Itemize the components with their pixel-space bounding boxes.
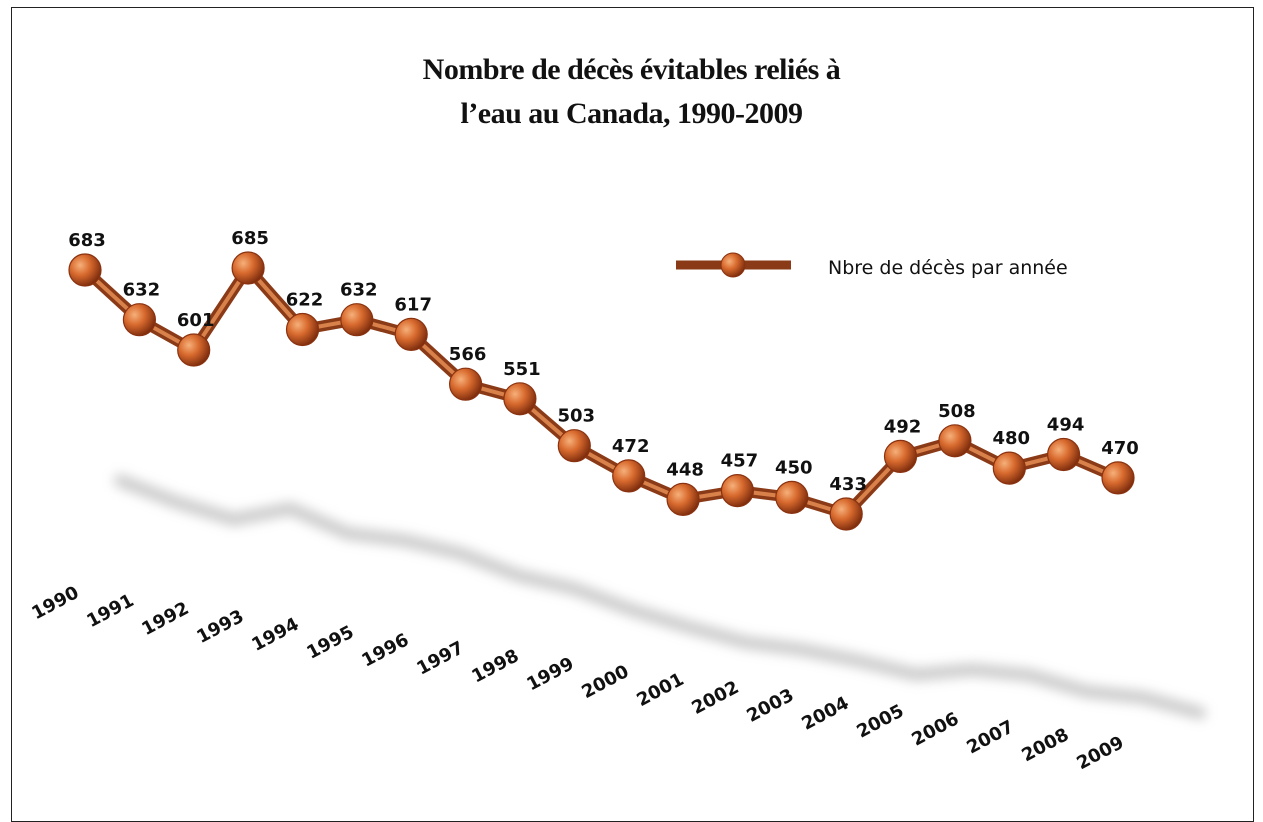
x-tick-label-1990: 1990: [28, 582, 82, 624]
data-point-2004: [829, 497, 863, 531]
data-label-2003: 450: [775, 457, 813, 478]
data-point-1996: [394, 317, 428, 351]
data-label-1991: 632: [123, 280, 161, 301]
x-tick-label-1994: 1994: [248, 614, 302, 656]
data-point-2002: [720, 474, 755, 508]
data-label-1994: 622: [286, 290, 324, 311]
data-point-1995: [340, 303, 374, 337]
chart-title-line-2: l’eau au Canada, 1990-2009: [460, 97, 803, 130]
data-label-1996: 617: [394, 294, 432, 315]
data-label-1990: 683: [68, 230, 106, 251]
data-label-1998: 551: [503, 359, 541, 380]
x-tick-label-2003: 2003: [743, 685, 797, 727]
x-tick-label-1997: 1997: [413, 637, 467, 679]
line-shadow: [114, 474, 1206, 719]
x-tick-label-2007: 2007: [963, 716, 1017, 758]
data-point-1991: [122, 303, 156, 337]
data-point-1998: [503, 382, 537, 416]
x-tick-label-1995: 1995: [303, 622, 357, 664]
data-label-2006: 508: [938, 401, 976, 422]
x-axis-tick-labels: 1990 1991 1992 1993 1994 1995 1996 1997 1998 1999…: [28, 582, 1127, 774]
data-label-2001: 448: [666, 459, 704, 480]
series-line-highlight: [83, 266, 1120, 516]
x-tick-label-1998: 1998: [468, 645, 522, 687]
data-point-2008: [1046, 437, 1081, 472]
data-point-2007: [992, 451, 1026, 485]
data-point-1993: [231, 251, 265, 285]
data-label-2005: 492: [884, 416, 922, 437]
data-point-2006: [938, 424, 972, 458]
legend-label: Nbre de décès par année: [828, 257, 1068, 279]
legend-marker-swatch: [720, 252, 746, 278]
data-label-2007: 480: [993, 428, 1031, 449]
data-point-1990: [68, 253, 102, 287]
data-point-2009: [1101, 461, 1135, 495]
x-tick-label-2000: 2000: [578, 661, 632, 703]
shadow-line: [114, 474, 1206, 719]
x-tick-label-2001: 2001: [633, 669, 687, 711]
series-line: [79, 262, 1124, 520]
data-point-1997: [449, 367, 483, 401]
series-points: [68, 251, 1135, 531]
data-label-1993: 685: [231, 228, 269, 249]
data-label-1999: 503: [558, 406, 596, 427]
x-tick-label-2005: 2005: [853, 701, 907, 743]
x-tick-label-1992: 1992: [138, 598, 192, 640]
x-tick-label-2009: 2009: [1073, 732, 1127, 774]
x-tick-label-2004: 2004: [798, 693, 852, 735]
x-tick-label-2002: 2002: [688, 677, 742, 719]
x-tick-label-2008: 2008: [1018, 724, 1072, 766]
x-tick-label-1991: 1991: [83, 590, 137, 632]
data-point-1994: [285, 312, 320, 347]
data-point-2005: [883, 439, 918, 473]
data-label-1995: 632: [340, 280, 378, 301]
x-tick-label-1993: 1993: [193, 606, 247, 648]
data-label-1997: 566: [449, 344, 487, 365]
data-point-1992: [177, 333, 211, 367]
x-tick-label-2006: 2006: [908, 708, 962, 750]
data-labels: 683 632 601 685 622 632 617 566 551 503 472 448 457 4…: [68, 228, 1139, 495]
series-line-outer: [79, 262, 1124, 520]
chart-title: Nombre de décès évitables reliés à l’eau…: [0, 48, 1263, 136]
legend: [676, 252, 791, 278]
data-label-2000: 472: [612, 436, 650, 457]
data-point-1999: [557, 429, 591, 463]
data-point-2001: [666, 482, 700, 516]
data-label-2004: 433: [829, 474, 867, 495]
data-label-2008: 494: [1047, 415, 1085, 436]
chart-title-line-1: Nombre de décès évitables reliés à: [422, 53, 841, 86]
x-tick-label-1996: 1996: [358, 630, 412, 672]
x-tick-label-1999: 1999: [523, 653, 577, 695]
data-point-2003: [775, 480, 809, 514]
data-point-2000: [612, 459, 646, 493]
data-label-1992: 601: [177, 310, 215, 331]
data-label-2009: 470: [1101, 438, 1139, 459]
data-label-2002: 457: [721, 451, 759, 472]
